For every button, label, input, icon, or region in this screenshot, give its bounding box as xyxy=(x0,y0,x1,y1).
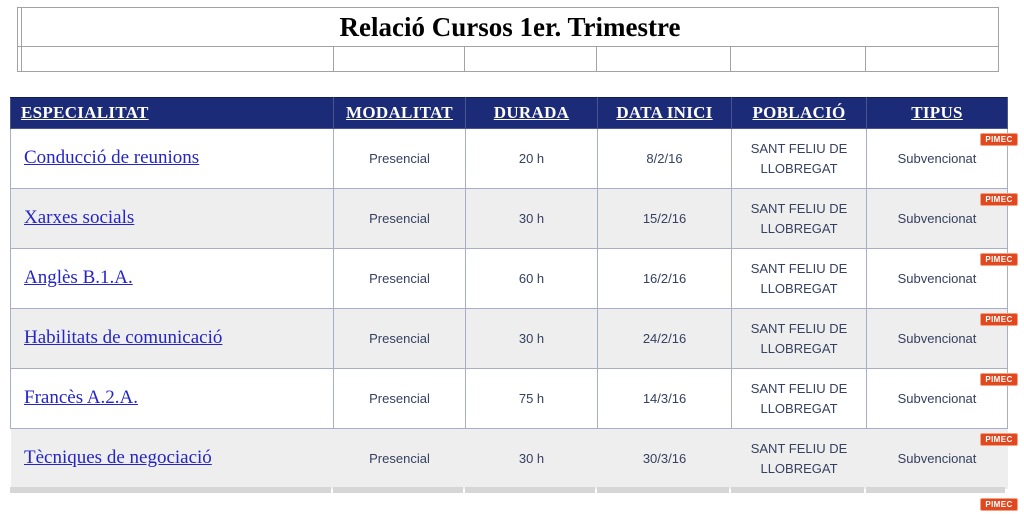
course-link[interactable]: Anglès B.1.A. xyxy=(24,267,133,289)
cell-data-inici: 8/2/16 xyxy=(597,128,732,189)
cell-poblacio: SANT FELIU DE LLOBREGAT xyxy=(731,248,867,309)
cell-durada: 75 h xyxy=(465,368,598,429)
cell-modalitat: Presencial xyxy=(333,308,466,369)
spacer-cell xyxy=(730,46,866,72)
column-header-tipus-link[interactable]: TIPUS xyxy=(911,103,963,122)
table-row: Xarxes socials Presencial 30 h 15/2/16 S… xyxy=(10,188,1008,249)
strip-segment xyxy=(465,487,595,493)
cell-modalitat: Presencial xyxy=(333,428,466,489)
column-header-modalitat-link[interactable]: MODALITAT xyxy=(346,103,453,122)
column-header-durada: DURADA xyxy=(465,97,598,129)
pimec-logo-badge: PIMEC xyxy=(980,253,1018,266)
spacer-cell xyxy=(464,46,597,72)
pimec-logo-badge: PIMEC xyxy=(980,193,1018,206)
cell-poblacio: SANT FELIU DE LLOBREGAT xyxy=(731,128,867,189)
table-row: Habilitats de comunicació Presencial 30 … xyxy=(10,308,1008,369)
title-table: Relació Cursos 1er. Trimestre xyxy=(17,7,999,72)
cell-especialitat: Xarxes socials xyxy=(10,188,334,249)
spacer-cell xyxy=(333,46,465,72)
cell-durada: 30 h xyxy=(465,428,598,489)
cell-especialitat: Tècniques de negociació xyxy=(10,428,334,489)
cell-especialitat: Francès A.2.A. xyxy=(10,368,334,429)
strip-segment xyxy=(333,487,463,493)
cell-modalitat: Presencial xyxy=(333,248,466,309)
column-header-tipus: TIPUS xyxy=(866,97,1008,129)
strip-segment xyxy=(866,487,1005,493)
table-bottom-strip xyxy=(10,487,1007,493)
page-title: Relació Cursos 1er. Trimestre xyxy=(21,7,999,47)
pimec-logo-badge: PIMEC xyxy=(980,433,1018,446)
cell-poblacio: SANT FELIU DE LLOBREGAT xyxy=(731,188,867,249)
strip-segment xyxy=(10,487,331,493)
course-link[interactable]: Francès A.2.A. xyxy=(24,387,138,409)
cell-poblacio: SANT FELIU DE LLOBREGAT xyxy=(731,368,867,429)
course-link[interactable]: Habilitats de comunicació xyxy=(24,327,223,349)
table-row: Francès A.2.A. Presencial 75 h 14/3/16 S… xyxy=(10,368,1008,429)
pimec-logo-badge: PIMEC xyxy=(980,373,1018,386)
cell-durada: 60 h xyxy=(465,248,598,309)
cell-tipus: Subvencionat xyxy=(866,248,1008,309)
pimec-logo-badge: PIMEC xyxy=(980,313,1018,326)
cell-durada: 20 h xyxy=(465,128,598,189)
header-row: ESPECIALITAT MODALITAT DURADA DATA INICI… xyxy=(10,97,1008,129)
cell-especialitat: Anglès B.1.A. xyxy=(10,248,334,309)
courses-table: ESPECIALITAT MODALITAT DURADA DATA INICI… xyxy=(10,97,1008,489)
column-header-durada-link[interactable]: DURADA xyxy=(493,103,570,122)
spacer-cell xyxy=(596,46,731,72)
column-header-poblacio-link[interactable]: POBLACIÓ xyxy=(752,103,846,122)
spacer-cell xyxy=(865,46,999,72)
column-header-data-inici: DATA INICI xyxy=(597,97,732,129)
course-link[interactable]: Tècniques de negociació xyxy=(24,447,212,469)
course-link[interactable]: Xarxes socials xyxy=(24,207,135,229)
table-row: Tècniques de negociació Presencial 30 h … xyxy=(10,428,1008,489)
cell-data-inici: 14/3/16 xyxy=(597,368,732,429)
pimec-logo-badge: PIMEC xyxy=(980,133,1018,146)
column-header-data-inici-link[interactable]: DATA INICI xyxy=(616,103,713,122)
strip-segment xyxy=(731,487,864,493)
cell-modalitat: Presencial xyxy=(333,128,466,189)
cell-modalitat: Presencial xyxy=(333,188,466,249)
table-row: Conducció de reunions Presencial 20 h 8/… xyxy=(10,128,1008,189)
cell-especialitat: Conducció de reunions xyxy=(10,128,334,189)
cell-durada: 30 h xyxy=(465,188,598,249)
spacer-cell xyxy=(21,46,334,72)
cell-data-inici: 30/3/16 xyxy=(597,428,732,489)
cell-poblacio: SANT FELIU DE LLOBREGAT xyxy=(731,428,867,489)
cell-data-inici: 24/2/16 xyxy=(597,308,732,369)
cell-data-inici: 16/2/16 xyxy=(597,248,732,309)
course-link[interactable]: Conducció de reunions xyxy=(24,147,200,169)
cell-durada: 30 h xyxy=(465,308,598,369)
cell-poblacio: SANT FELIU DE LLOBREGAT xyxy=(731,308,867,369)
cell-especialitat: Habilitats de comunicació xyxy=(10,308,334,369)
column-header-especialitat-link[interactable]: ESPECIALITAT xyxy=(21,103,149,122)
cell-modalitat: Presencial xyxy=(333,368,466,429)
table-row: Anglès B.1.A. Presencial 60 h 16/2/16 SA… xyxy=(10,248,1008,309)
cell-data-inici: 15/2/16 xyxy=(597,188,732,249)
column-header-modalitat: MODALITAT xyxy=(333,97,466,129)
pimec-logo-badge: PIMEC xyxy=(980,498,1018,511)
cell-tipus: Subvencionat xyxy=(866,368,1008,429)
strip-segment xyxy=(597,487,729,493)
column-header-poblacio: POBLACIÓ xyxy=(731,97,867,129)
column-header-especialitat: ESPECIALITAT xyxy=(10,97,334,129)
